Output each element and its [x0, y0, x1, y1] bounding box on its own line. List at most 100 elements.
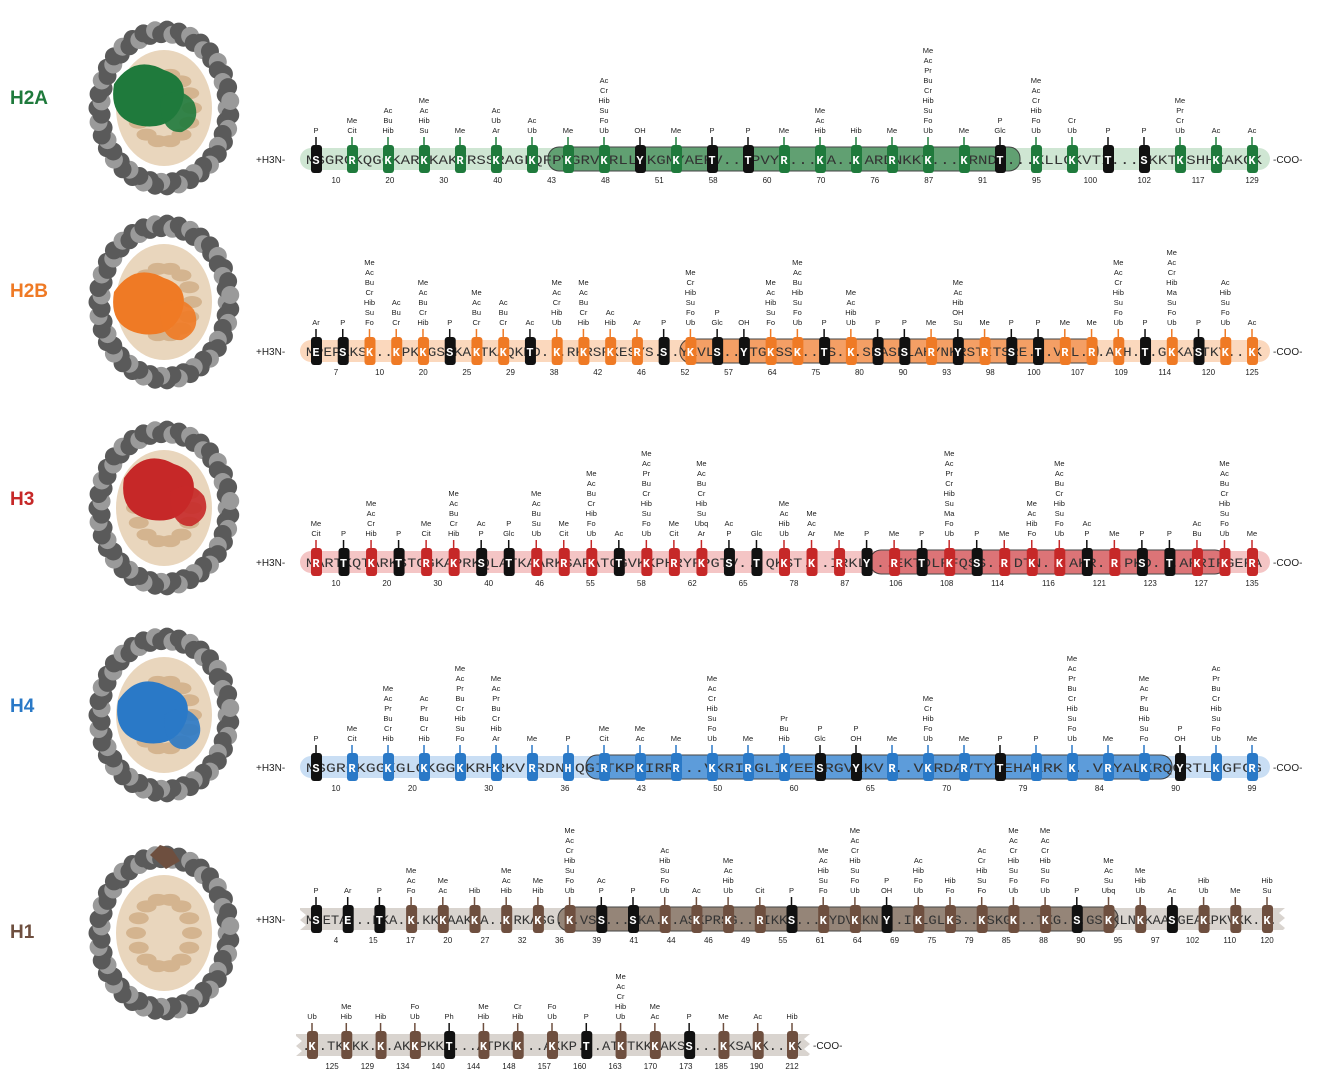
ptm-mod-label: Me: [707, 674, 717, 683]
ptm-mod-label: Ub: [944, 529, 954, 538]
ptm-residue: R: [1248, 557, 1256, 571]
ptm-residue: R: [960, 762, 968, 776]
ptm-mod-label: Su: [660, 866, 669, 875]
ptm-marker: [419, 753, 430, 781]
ptm-mod-label: P: [1033, 734, 1038, 743]
ptm-residue: K: [548, 1040, 556, 1054]
ptm-mod-label: Pr: [384, 704, 392, 713]
position-number: 109: [1114, 368, 1128, 377]
ptm-mod-label: Cit: [347, 126, 357, 135]
c-terminus-h4: -COO-: [1273, 763, 1302, 774]
ptm-mod-label: Su: [1139, 724, 1148, 733]
ptm-residue: K: [1222, 346, 1230, 360]
ptm-mod-label: Ar: [344, 886, 352, 895]
ptm-mod-label: Cr: [450, 519, 458, 528]
ptm-mod-label: Ub: [914, 886, 924, 895]
ptm-mod-label: Ub: [1167, 318, 1177, 327]
ptm-mod-label: Bu: [472, 308, 481, 317]
ptm-mod-label: Ac: [1114, 268, 1123, 277]
ptm-marker: [671, 145, 682, 173]
ptm-mod-label: Ub: [923, 126, 933, 135]
ptm-residue: R: [891, 557, 899, 571]
ptm-mod-label: P: [789, 886, 794, 895]
ptm-residue: K: [1056, 557, 1064, 571]
ptm-mod-label: Ub: [723, 886, 733, 895]
ptm-mod-label: Me: [1008, 826, 1018, 835]
position-number: 39: [592, 936, 601, 945]
ptm-mod-label: Me: [563, 126, 573, 135]
ptm-residue: R: [1001, 557, 1009, 571]
ptm-residue: K: [1105, 914, 1113, 928]
ptm-mod-label: P: [997, 734, 1002, 743]
ptm-mod-label: Ub: [491, 116, 501, 125]
ptm-mod-label: Pr: [1176, 106, 1184, 115]
ptm-mod-label: Fo: [1140, 734, 1149, 743]
position-number: 61: [816, 936, 825, 945]
ptm-marker: [1103, 145, 1114, 173]
ptm-mod-label: Hib: [685, 288, 696, 297]
ptm-mod-label: Ub: [1220, 529, 1230, 538]
ptm-marker: [743, 145, 754, 173]
ptm-mod-label: Cr: [924, 86, 932, 95]
position-number: 79: [1019, 784, 1028, 793]
ptm-marker: [751, 548, 763, 576]
ptm-mod-label: Hib: [418, 116, 429, 125]
ptm-mod-label: Fo: [1167, 308, 1176, 317]
ptm-marker: [1135, 905, 1147, 933]
ptm-residue: K: [566, 914, 574, 928]
ptm-mod-label: Cr: [617, 992, 625, 1001]
position-number: 100: [1027, 368, 1041, 377]
ptm-marker: [342, 905, 354, 933]
ptm-mod-label: Fo: [708, 724, 717, 733]
ptm-mod-label: P: [1084, 529, 1089, 538]
ptm-mod-label: Bu: [449, 509, 458, 518]
ptm-residue: K: [439, 914, 447, 928]
ptm-mod-label: Hib: [641, 499, 652, 508]
ptm-mod-label: Su: [1221, 298, 1230, 307]
ptm-marker: [1247, 548, 1258, 576]
ptm-mod-label: Fo: [587, 519, 596, 528]
ptm-mod-label: Fo: [365, 318, 374, 327]
ptm-mod-label: Ac: [616, 982, 625, 991]
ptm-marker: [1006, 337, 1018, 365]
position-number: 20: [382, 579, 391, 588]
ptm-mod-label: Ac: [1212, 126, 1221, 135]
ptm-mod-label: Me: [685, 268, 695, 277]
ptm-residue: K: [366, 346, 374, 360]
ptm-mod-label: Hib: [922, 96, 933, 105]
ptm-mod-label: Hib: [952, 298, 963, 307]
ptm-marker: [913, 905, 925, 933]
ptm-marker: [311, 548, 322, 576]
ptm-marker: [723, 548, 735, 576]
ptm-mod-label: Hib: [1054, 499, 1065, 508]
position-number: 69: [890, 936, 899, 945]
ptm-mod-label: Me: [586, 469, 596, 478]
ptm-mod-label: P: [1177, 724, 1182, 733]
ptm-residue: S: [660, 346, 667, 360]
ptm-marker: [491, 145, 502, 173]
ptm-residue: T: [615, 557, 622, 571]
ptm-mod-label: Bu: [1220, 479, 1229, 488]
ptm-mod-label: Fo: [456, 734, 465, 743]
ptm-mod-label: Ac: [419, 288, 428, 297]
position-number: 46: [637, 368, 646, 377]
ptm-mod-label: Ac: [477, 519, 486, 528]
ptm-mod-label: Me: [926, 318, 936, 327]
n-terminus-h4: +H3N-: [256, 763, 285, 774]
ptm-mod-label: Ac: [924, 56, 933, 65]
ptm-mod-label: Hib: [1219, 499, 1230, 508]
ptm-residue: T: [505, 557, 512, 571]
ptm-marker: [834, 548, 846, 576]
ptm-marker: [455, 145, 466, 173]
position-number: 62: [688, 579, 697, 588]
ptm-mod-label: P: [709, 126, 714, 135]
ptm-mod-label: Cr: [1068, 694, 1076, 703]
ptm-mod-label: Cr: [392, 318, 400, 327]
ptm-mod-label: Ac: [492, 684, 501, 693]
nucleosome-h3-icon: [88, 420, 240, 596]
ptm-marker: [635, 753, 646, 781]
ptm-mod-label: Ac: [1027, 509, 1036, 518]
ptm-residue: K: [1248, 346, 1256, 360]
ptm-mod-label: Hib: [1220, 288, 1231, 297]
ptm-residue: K: [1068, 154, 1076, 168]
